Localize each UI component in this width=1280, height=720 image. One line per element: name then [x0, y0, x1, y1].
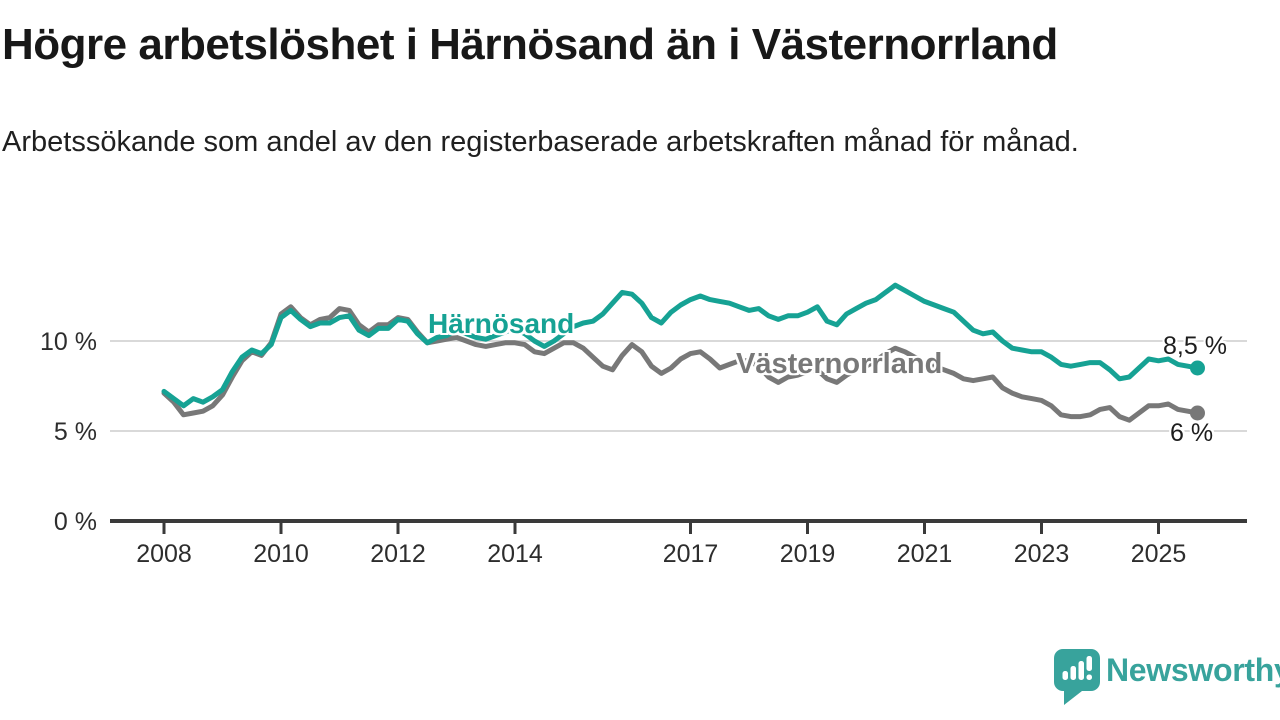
x-tick-label: 2014	[487, 540, 543, 568]
y-tick-label: 5 %	[54, 418, 97, 446]
page-title: Högre arbetslöshet i Härnösand än i Väst…	[2, 20, 1058, 69]
x-tick-label: 2025	[1131, 540, 1187, 568]
x-tick-label: 2010	[253, 540, 309, 568]
newsworthy-speech-bubble-chart-icon	[1054, 649, 1100, 705]
series-label-vasternorrland: Västernorrland	[736, 348, 943, 380]
speech-bubble-shape	[1054, 649, 1100, 705]
logo-exclamation-dot	[1086, 674, 1092, 680]
series-line-Västernorrland	[161, 304, 1200, 423]
logo-bar-small	[1062, 671, 1068, 680]
end-value-vasternorrland: 6 %	[1170, 419, 1214, 447]
x-tick-label: 2019	[780, 540, 836, 568]
x-tick-label: 2017	[663, 540, 719, 568]
series-label-harnosand: Härnösand	[428, 308, 575, 339]
page-subtitle: Arbetssökande som andel av den registerb…	[2, 126, 1079, 158]
end-value-harnosand: 8,5 %	[1163, 332, 1227, 360]
newsworthy-logo: Newsworthy	[1052, 646, 1280, 708]
logo-bar-medium	[1070, 666, 1076, 680]
x-tick-label: 2012	[370, 540, 426, 568]
logo-exclamation-stem	[1086, 656, 1092, 671]
logo-bar-chart-glyph	[1062, 656, 1092, 680]
end-dot-Härnösand	[1190, 360, 1205, 376]
y-tick-label: 10 %	[40, 328, 97, 356]
end-dot-Västernorrland	[1190, 405, 1205, 421]
x-tick-label: 2008	[136, 540, 192, 568]
newsworthy-wordmark: Newsworthy	[1106, 652, 1280, 688]
logo-bar-large	[1078, 661, 1084, 680]
x-tick-label: 2021	[897, 540, 953, 568]
series-line-Härnösand	[161, 282, 1200, 409]
y-tick-label: 0 %	[54, 508, 97, 536]
x-tick-label: 2023	[1014, 540, 1070, 568]
